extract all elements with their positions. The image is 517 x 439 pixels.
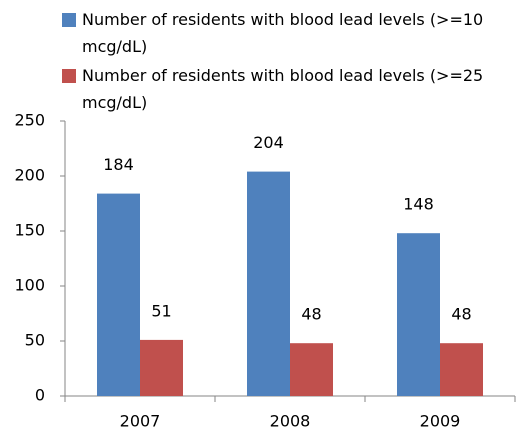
y-tick-label: 100 bbox=[14, 276, 45, 295]
y-tick-label: 150 bbox=[14, 221, 45, 240]
legend-label: Number of residents with blood lead leve… bbox=[82, 10, 484, 56]
bar bbox=[97, 193, 140, 396]
bar bbox=[247, 171, 290, 396]
data-label: 148 bbox=[403, 195, 434, 214]
bar bbox=[140, 339, 183, 396]
data-label: 184 bbox=[103, 155, 134, 174]
y-tick-label: 200 bbox=[14, 166, 45, 185]
legend-label: Number of residents with blood lead leve… bbox=[82, 66, 484, 112]
x-tick-label: 2007 bbox=[120, 412, 161, 431]
x-tick-label: 2008 bbox=[270, 412, 311, 431]
legend-item: Number of residents with blood lead leve… bbox=[62, 6, 492, 60]
data-label: 48 bbox=[451, 305, 471, 324]
legend-swatch bbox=[62, 13, 76, 27]
data-label: 48 bbox=[301, 305, 321, 324]
data-label: 51 bbox=[151, 301, 171, 320]
data-label: 204 bbox=[253, 133, 284, 152]
bar bbox=[440, 343, 483, 396]
y-tick-label: 50 bbox=[25, 331, 45, 350]
bar bbox=[397, 233, 440, 396]
legend-swatch bbox=[62, 69, 76, 83]
legend-item: Number of residents with blood lead leve… bbox=[62, 62, 492, 116]
x-tick-label: 2009 bbox=[420, 412, 461, 431]
bar bbox=[290, 343, 333, 396]
legend: Number of residents with blood lead leve… bbox=[62, 6, 502, 118]
y-tick-label: 250 bbox=[14, 111, 45, 130]
y-tick-label: 0 bbox=[35, 386, 45, 405]
